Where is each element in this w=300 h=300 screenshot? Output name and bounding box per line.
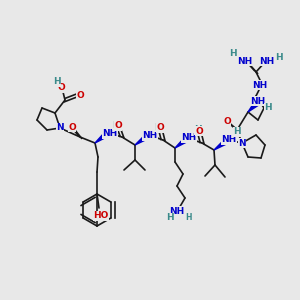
Polygon shape	[214, 138, 230, 150]
Text: HO: HO	[93, 212, 109, 220]
Text: H: H	[154, 122, 162, 131]
Polygon shape	[95, 130, 110, 143]
Text: O: O	[156, 124, 164, 133]
Text: O: O	[57, 83, 65, 92]
Polygon shape	[175, 136, 190, 148]
Text: O: O	[114, 122, 122, 130]
Text: H: H	[112, 121, 120, 130]
Text: H: H	[275, 53, 283, 62]
Text: H: H	[166, 214, 174, 223]
Text: H: H	[229, 50, 237, 58]
Text: NH: NH	[142, 131, 158, 140]
Text: NH: NH	[102, 130, 118, 139]
Text: O: O	[223, 116, 231, 125]
Text: NH: NH	[169, 206, 184, 215]
Text: H: H	[194, 125, 202, 134]
Text: NH: NH	[221, 136, 237, 145]
Text: H: H	[186, 214, 192, 223]
Text: NH: NH	[252, 80, 268, 89]
Polygon shape	[135, 133, 151, 145]
Text: O: O	[76, 91, 84, 100]
Text: NH: NH	[182, 134, 196, 142]
Text: N: N	[238, 139, 246, 148]
Text: NH: NH	[237, 56, 253, 65]
Text: H: H	[53, 77, 61, 86]
Text: NH: NH	[260, 56, 274, 65]
Text: NH: NH	[250, 97, 266, 106]
Text: H: H	[264, 103, 272, 112]
Polygon shape	[248, 100, 260, 112]
Text: N: N	[56, 124, 64, 133]
Text: O: O	[68, 122, 76, 131]
Text: H: H	[233, 128, 241, 136]
Text: O: O	[195, 127, 203, 136]
